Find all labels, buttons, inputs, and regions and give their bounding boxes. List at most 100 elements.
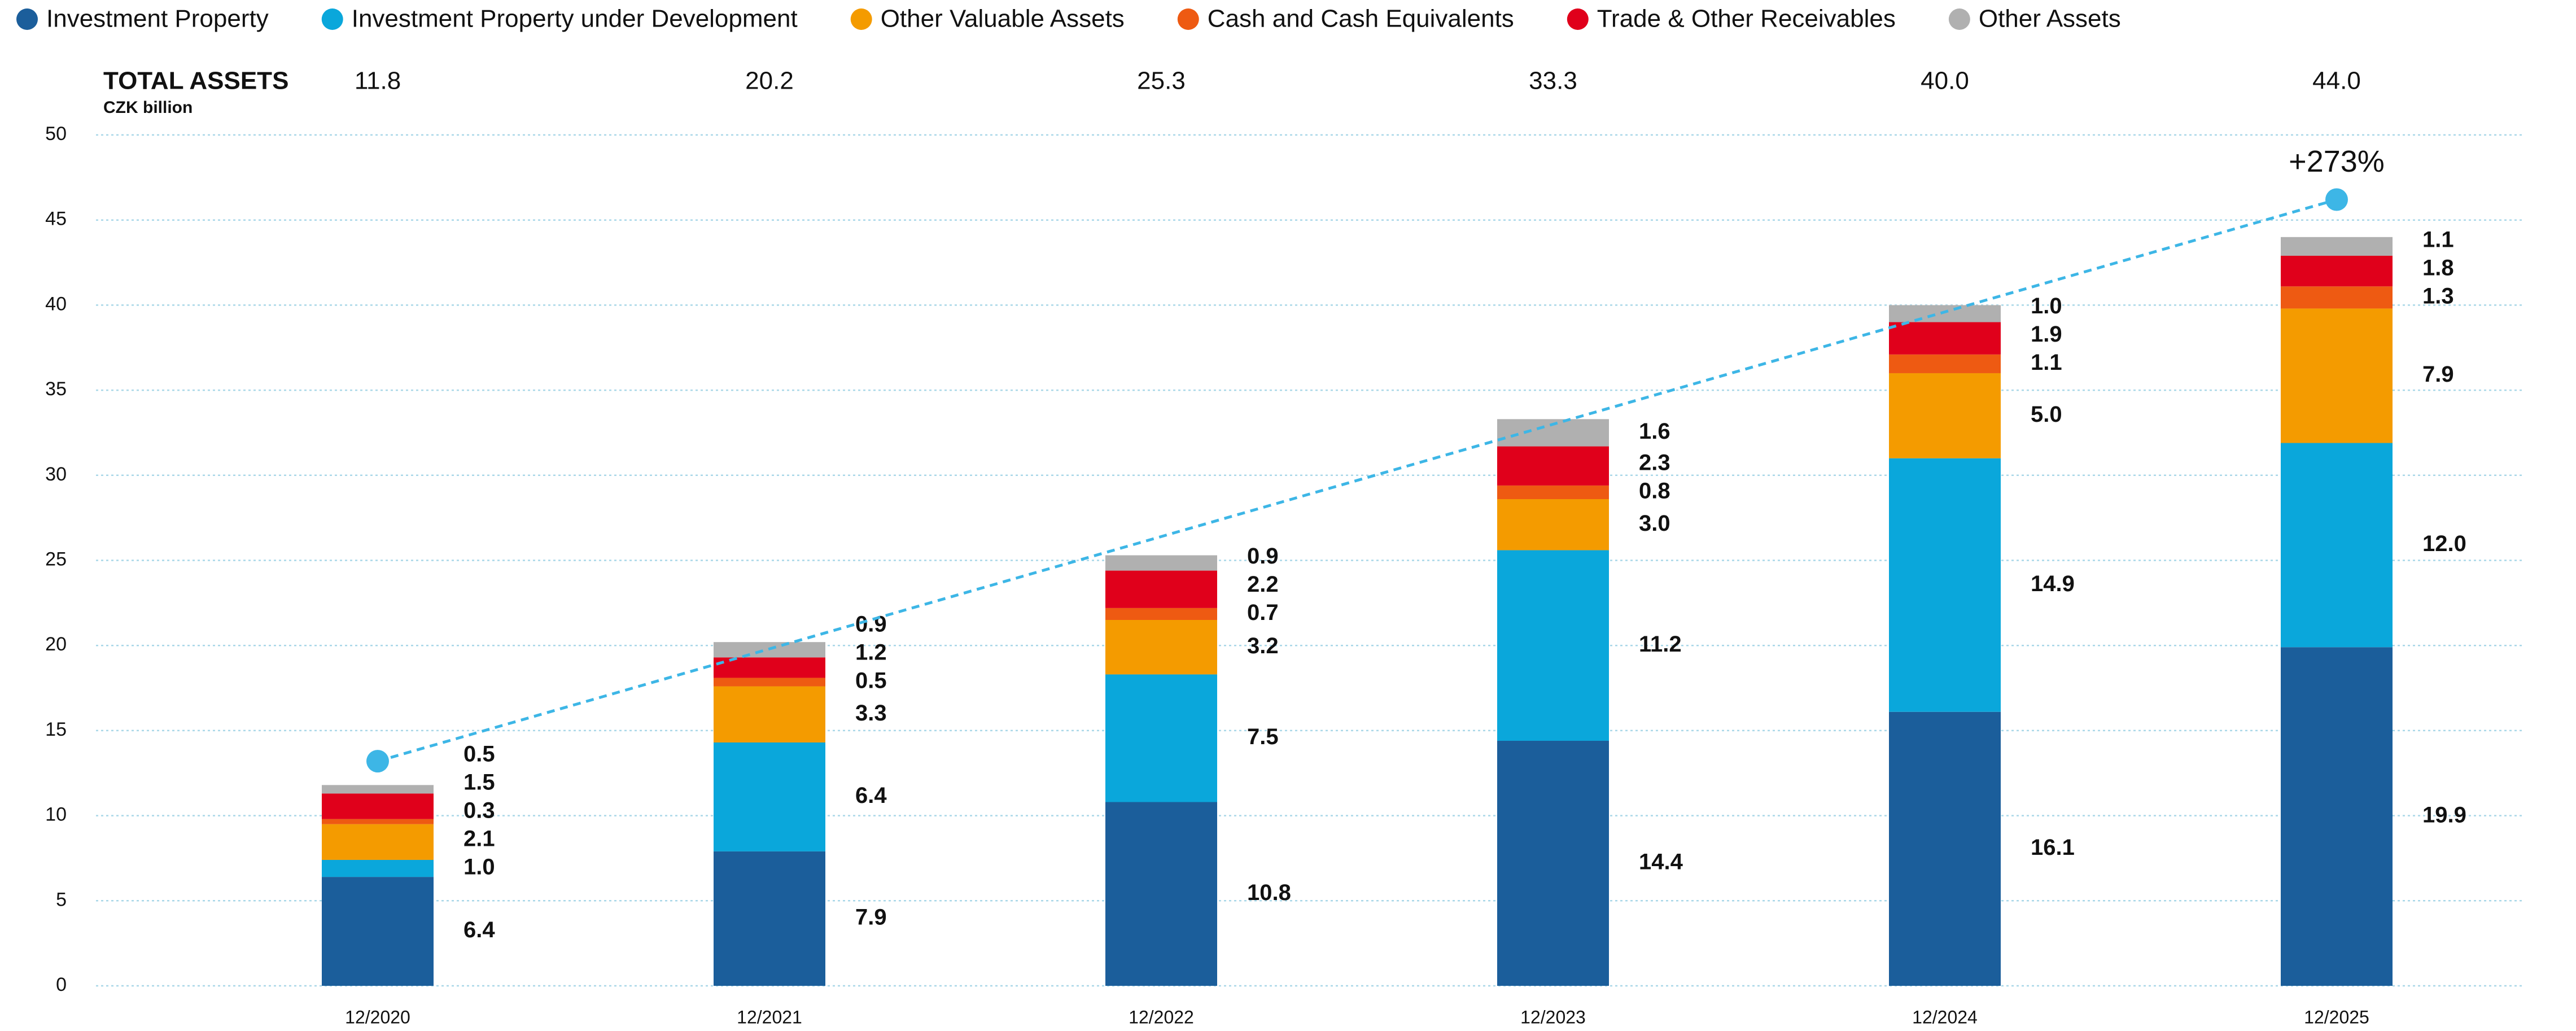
x-tick-label: 12/2025 (2304, 1007, 2369, 1027)
value-label: 6.4 (855, 783, 887, 808)
bar-segment (1497, 499, 1609, 551)
value-label: 3.3 (855, 701, 887, 726)
value-label: 0.9 (1247, 544, 1279, 569)
bar-segment (714, 686, 825, 742)
bar-segment (322, 859, 434, 877)
y-tick-label: 15 (45, 719, 67, 740)
bar-segment (1497, 550, 1609, 741)
y-tick-label: 0 (56, 974, 67, 995)
legend-swatch (16, 8, 38, 30)
bar-segment (1889, 354, 2001, 373)
legend-label: Cash and Cash Equivalents (1208, 5, 1514, 33)
value-label: 19.9 (2422, 803, 2466, 828)
legend-label: Other Valuable Assets (881, 5, 1125, 33)
value-label: 3.0 (1639, 511, 1670, 536)
y-tick-label: 40 (45, 293, 67, 314)
value-label: 12.0 (2422, 531, 2466, 556)
value-label: 1.0 (463, 855, 495, 880)
value-label: 14.9 (2031, 571, 2075, 596)
total-label: 40.0 (1921, 67, 1969, 95)
bar-segment (322, 877, 434, 986)
value-label: 1.6 (1639, 419, 1670, 444)
x-tick-label: 12/2020 (345, 1007, 410, 1027)
value-label: 14.4 (1639, 850, 1683, 875)
value-label: 2.3 (1639, 451, 1670, 475)
legend-swatch (321, 8, 343, 30)
value-label: 11.2 (1639, 632, 1682, 657)
value-label: 1.2 (855, 640, 887, 665)
trend-annotation: +273% (2289, 145, 2385, 178)
x-tick-label: 12/2021 (737, 1007, 802, 1027)
value-label: 0.5 (463, 742, 495, 767)
value-label: 1.9 (2031, 322, 2062, 347)
value-label: 2.1 (463, 827, 495, 851)
trend-line (377, 198, 2337, 763)
y-tick-label: 30 (45, 464, 67, 485)
total-label: 25.3 (1137, 67, 1186, 95)
bar-segment (1889, 322, 2001, 355)
bar-segment (2281, 237, 2393, 256)
y-tick-label: 10 (45, 804, 67, 825)
legend-swatch (1177, 8, 1199, 30)
value-label: 3.2 (1247, 634, 1279, 658)
trend-point (366, 750, 389, 773)
bar-segment (322, 819, 434, 824)
value-label: 1.1 (2422, 227, 2454, 252)
value-label: 7.9 (855, 905, 887, 930)
bar-segment (1497, 485, 1609, 499)
value-label: 0.5 (855, 669, 887, 693)
bar-segment (1105, 619, 1217, 675)
trend-point (2325, 188, 2348, 211)
bar-segment (322, 793, 434, 819)
total-label: 20.2 (745, 67, 794, 95)
value-label: 1.1 (2031, 350, 2062, 375)
value-label: 1.0 (2031, 294, 2062, 318)
y-tick-label: 50 (45, 123, 67, 145)
chart-subtitle: CZK billion (103, 98, 193, 117)
legend-label: Investment Property under Development (352, 5, 798, 33)
bar-segment (1105, 608, 1217, 620)
legend-label: Trade & Other Receivables (1597, 5, 1896, 33)
bar-segment (322, 824, 434, 860)
total-label: 11.8 (355, 67, 401, 95)
value-label: 6.4 (463, 918, 495, 942)
y-tick-label: 35 (45, 378, 67, 400)
chart-title: TOTAL ASSETS (103, 67, 288, 95)
bar-segment (714, 851, 825, 986)
bar-segment (1105, 555, 1217, 571)
legend-label: Other Assets (1979, 5, 2121, 33)
y-tick-label: 20 (45, 634, 67, 655)
bar-segment (1105, 570, 1217, 608)
value-label: 16.1 (2031, 835, 2075, 860)
bar-segment (714, 678, 825, 687)
value-label: 1.8 (2422, 255, 2454, 280)
value-label: 0.7 (1247, 600, 1279, 625)
bar-segment (2281, 647, 2393, 986)
value-label: 1.5 (463, 770, 495, 795)
y-tick-label: 25 (45, 548, 67, 570)
total-label: 33.3 (1529, 67, 1577, 95)
value-label: 2.2 (1247, 572, 1279, 597)
bar-segment (2281, 255, 2393, 287)
bar-segment (2281, 286, 2393, 309)
value-label: 1.3 (2422, 283, 2454, 308)
bar-segment (1105, 802, 1217, 986)
bar-segment (322, 785, 434, 794)
y-tick-label: 5 (56, 889, 67, 910)
bar-segment (1497, 446, 1609, 486)
bar-segment (2281, 443, 2393, 648)
bar-segment (2281, 308, 2393, 443)
value-label: 10.8 (1247, 880, 1291, 905)
bar-segment (714, 742, 825, 851)
value-label: 7.9 (2422, 362, 2454, 387)
value-label: 0.3 (463, 798, 495, 823)
legend-swatch (850, 8, 872, 30)
bar-segment (1105, 674, 1217, 802)
bar-segment (1889, 305, 2001, 322)
bar-segment (1889, 373, 2001, 458)
x-tick-label: 12/2024 (1912, 1007, 1978, 1027)
y-tick-label: 45 (45, 208, 67, 230)
total-label: 44.0 (2312, 67, 2361, 95)
value-label: 5.0 (2031, 402, 2062, 427)
